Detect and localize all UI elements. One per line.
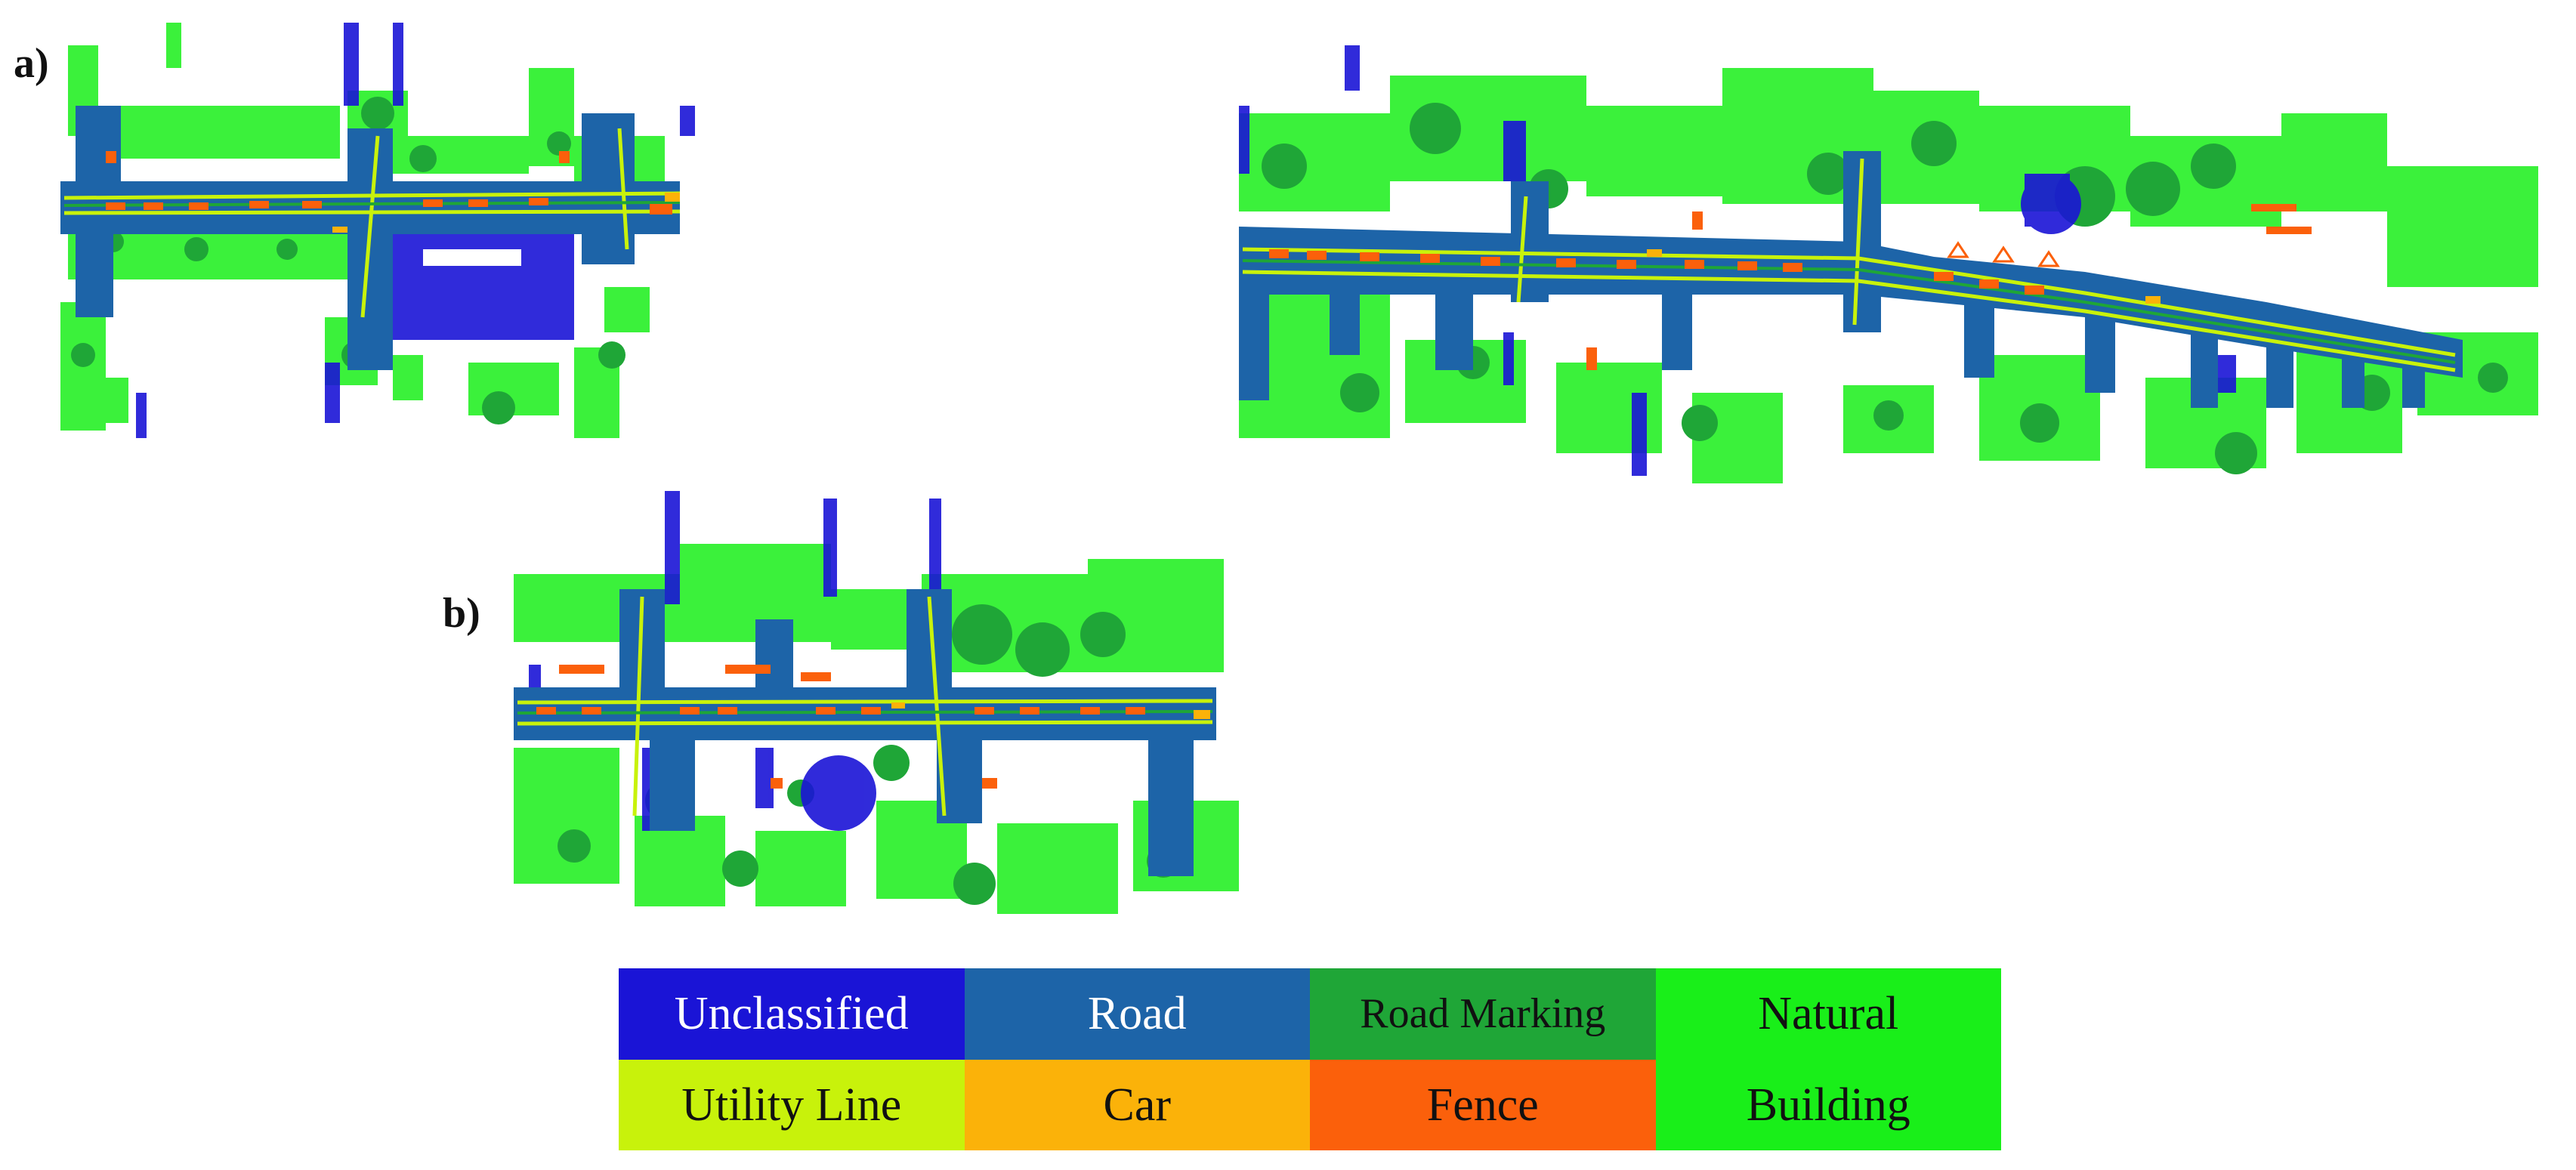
legend-road-marking: Road Marking <box>1310 968 1656 1060</box>
legend-unclassified: Unclassified <box>619 968 965 1060</box>
point-cloud-a-right <box>1239 45 2538 483</box>
legend-road: Road <box>964 968 1310 1060</box>
panel-label-a: a) <box>14 40 49 87</box>
legend-label: Fence <box>1426 1079 1539 1131</box>
legend-car: Car <box>964 1059 1310 1150</box>
legend-fence: Fence <box>1310 1059 1656 1150</box>
legend-label: Road Marking <box>1360 990 1606 1038</box>
legend-label: Car <box>1103 1079 1172 1131</box>
legend-utility-line: Utility Line <box>619 1059 965 1150</box>
legend-label: Road <box>1087 988 1187 1040</box>
point-cloud-b <box>514 491 1239 914</box>
legend-building: Building <box>1655 1059 2001 1150</box>
class-legend: Unclassified Road Road Marking Natural U… <box>619 968 2001 1150</box>
legend-label: Natural <box>1758 988 1899 1040</box>
legend-label: Building <box>1746 1079 1910 1131</box>
point-cloud-a-left <box>60 23 695 438</box>
panel-label-b: b) <box>443 590 480 637</box>
legend-natural: Natural <box>1655 968 2001 1060</box>
legend-label: Utility Line <box>681 1079 902 1131</box>
legend-label: Unclassified <box>674 988 909 1040</box>
